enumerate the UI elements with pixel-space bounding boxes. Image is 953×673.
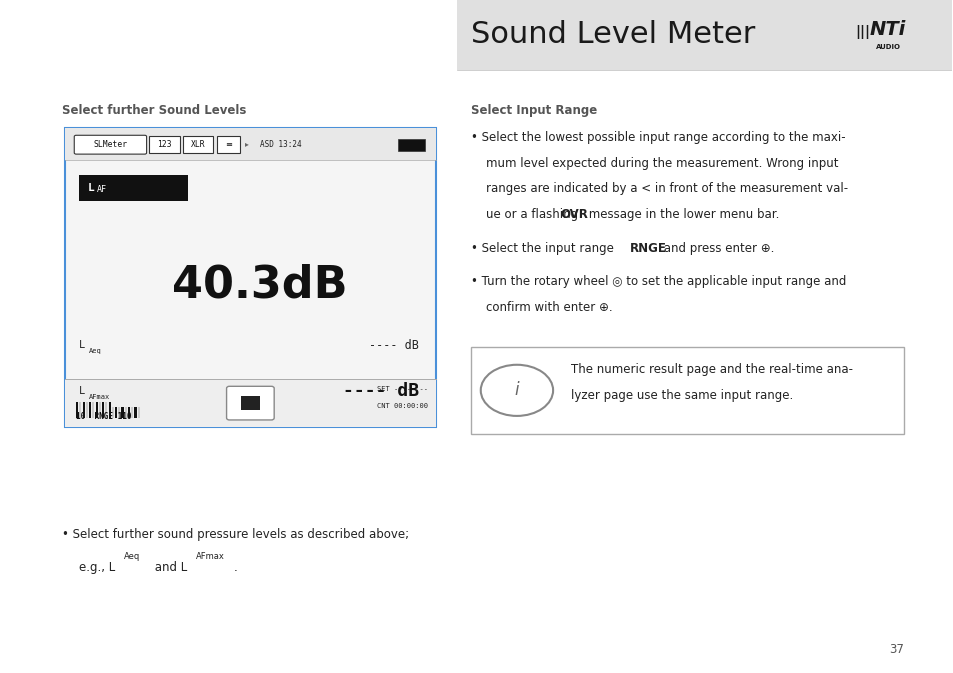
Bar <box>76 402 78 418</box>
Bar <box>109 402 111 418</box>
Text: AFmax: AFmax <box>196 552 225 561</box>
Text: AF: AF <box>97 184 107 194</box>
Bar <box>99 402 101 418</box>
Bar <box>83 402 85 418</box>
Text: AFmax: AFmax <box>89 394 110 400</box>
Text: ≡: ≡ <box>225 139 232 149</box>
Circle shape <box>480 365 553 416</box>
Text: L: L <box>79 341 85 350</box>
Bar <box>137 407 139 418</box>
Text: |||: ||| <box>854 26 869 39</box>
Text: confirm with enter ⊕.: confirm with enter ⊕. <box>485 301 612 314</box>
Text: Select Input Range: Select Input Range <box>471 104 597 117</box>
Text: Sound Level Meter: Sound Level Meter <box>471 20 755 50</box>
Text: ---- dB: ---- dB <box>342 382 418 400</box>
Text: AUDIO: AUDIO <box>875 44 900 50</box>
Text: • Turn the rotary wheel ◎ to set the applicable input range and: • Turn the rotary wheel ◎ to set the app… <box>471 275 845 288</box>
Bar <box>65 128 436 160</box>
Text: 123: 123 <box>157 139 172 149</box>
Text: RNGE: RNGE <box>630 242 666 254</box>
Text: mum level expected during the measurement. Wrong input: mum level expected during the measuremen… <box>485 157 837 170</box>
FancyBboxPatch shape <box>150 136 180 153</box>
Text: ranges are indicated by a < in front of the measurement val-: ranges are indicated by a < in front of … <box>485 182 847 195</box>
Text: and press enter ⊕.: and press enter ⊕. <box>659 242 773 254</box>
Text: The numeric result page and the real-time ana-: The numeric result page and the real-tim… <box>571 363 852 376</box>
Text: .: . <box>233 561 237 573</box>
Text: message in the lower menu bar.: message in the lower menu bar. <box>584 208 779 221</box>
Text: • Select further sound pressure levels as described above;: • Select further sound pressure levels a… <box>62 528 409 541</box>
Text: ue or a flashing: ue or a flashing <box>485 208 580 221</box>
Text: • Select the lowest possible input range according to the maxi-: • Select the lowest possible input range… <box>471 131 845 144</box>
Text: and L: and L <box>152 561 188 573</box>
Bar <box>105 402 108 418</box>
Bar <box>240 396 259 410</box>
Text: L: L <box>88 183 94 192</box>
Text: SLMeter: SLMeter <box>93 139 128 149</box>
FancyBboxPatch shape <box>65 128 436 427</box>
Bar <box>79 402 81 418</box>
FancyBboxPatch shape <box>183 136 213 153</box>
Text: i: i <box>514 382 518 399</box>
Text: • Select the input range: • Select the input range <box>471 242 618 254</box>
Bar <box>95 402 97 418</box>
Bar <box>86 402 88 418</box>
Text: Select further Sound Levels: Select further Sound Levels <box>62 104 246 117</box>
Bar <box>92 402 94 418</box>
Text: ASD 13:24: ASD 13:24 <box>259 139 301 149</box>
Text: ---- dB: ---- dB <box>369 339 418 352</box>
Text: NTi: NTi <box>869 20 905 39</box>
Bar <box>121 407 124 418</box>
Text: Aeq: Aeq <box>124 552 140 561</box>
FancyBboxPatch shape <box>471 347 903 434</box>
Bar <box>115 407 117 418</box>
Text: lyzer page use the same input range.: lyzer page use the same input range. <box>571 389 793 402</box>
Text: SET --:--:--: SET --:--:-- <box>377 386 428 392</box>
FancyBboxPatch shape <box>74 135 147 154</box>
Bar <box>134 407 136 418</box>
Bar <box>397 139 424 151</box>
Bar <box>125 407 127 418</box>
Bar <box>132 407 133 418</box>
Text: e.g., L: e.g., L <box>79 561 115 573</box>
Bar <box>102 402 104 418</box>
Text: 10  RNGE 110: 10 RNGE 110 <box>76 412 132 421</box>
Text: OVR: OVR <box>559 208 587 221</box>
Bar <box>65 379 436 427</box>
Text: Aeq: Aeq <box>89 349 101 354</box>
Text: CNT 00:00:00: CNT 00:00:00 <box>377 403 428 409</box>
FancyBboxPatch shape <box>227 386 274 420</box>
Text: 40.3dB: 40.3dB <box>172 263 347 306</box>
Text: XLR: XLR <box>191 139 205 149</box>
Bar <box>79 175 189 201</box>
Bar <box>118 407 120 418</box>
Text: L: L <box>79 386 85 396</box>
FancyBboxPatch shape <box>456 0 951 70</box>
Text: 37: 37 <box>888 643 903 656</box>
Text: ▸: ▸ <box>244 139 248 149</box>
FancyBboxPatch shape <box>217 136 239 153</box>
Bar <box>89 402 91 418</box>
Bar <box>112 407 113 418</box>
Bar <box>128 407 130 418</box>
